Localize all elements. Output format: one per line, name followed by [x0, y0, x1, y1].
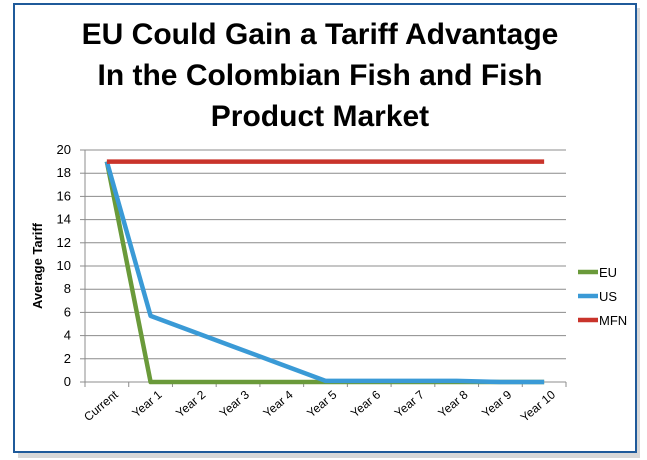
- chart-title-line-1: EU Could Gain a Tariff Advantage: [81, 18, 559, 51]
- x-tick-label: Year 4: [260, 387, 295, 420]
- x-tick-label: Year 8: [435, 387, 470, 420]
- x-tick-label: Year 1: [129, 387, 164, 420]
- y-tick-label: 14: [57, 212, 71, 227]
- x-tick-label: Year 9: [479, 387, 514, 420]
- y-tick-label: 4: [64, 328, 71, 343]
- x-tick-label: Year 2: [173, 387, 208, 420]
- y-tick-label: 2: [64, 351, 71, 366]
- chart-border-rect: [13, 3, 637, 453]
- y-tick-label: 20: [57, 142, 71, 157]
- y-tick-label: 0: [64, 374, 71, 389]
- x-tick-label: Year 5: [304, 387, 339, 420]
- y-tick-label: 8: [64, 281, 71, 296]
- chart-title-line-3: Product Market: [210, 100, 430, 133]
- x-tick-label: Year 6: [348, 387, 383, 420]
- x-tick-label: Year 3: [217, 387, 252, 420]
- series-line-eu: [104, 161, 545, 385]
- legend-label-eu: EU: [599, 265, 617, 280]
- legend-label-mfn: MFN: [599, 313, 627, 328]
- y-tick-label: 10: [57, 258, 71, 273]
- chart-title-line-2: In the Colombian Fish and Fish: [97, 59, 543, 92]
- chart-title: EU Could Gain a Tariff Advantage In the …: [40, 14, 600, 137]
- series-line-us: [104, 160, 545, 385]
- y-tick-label: 12: [57, 235, 71, 250]
- y-tick-label: 16: [57, 188, 71, 203]
- x-tick-label: Year 7: [392, 387, 427, 420]
- x-tick-label: Current: [81, 387, 121, 424]
- legend-label-us: US: [599, 289, 617, 304]
- x-tick-label: Year 10: [518, 387, 559, 424]
- y-tick-label: 6: [64, 304, 71, 319]
- y-tick-label: 18: [57, 165, 71, 180]
- y-axis-label: Average Tariff: [30, 222, 45, 309]
